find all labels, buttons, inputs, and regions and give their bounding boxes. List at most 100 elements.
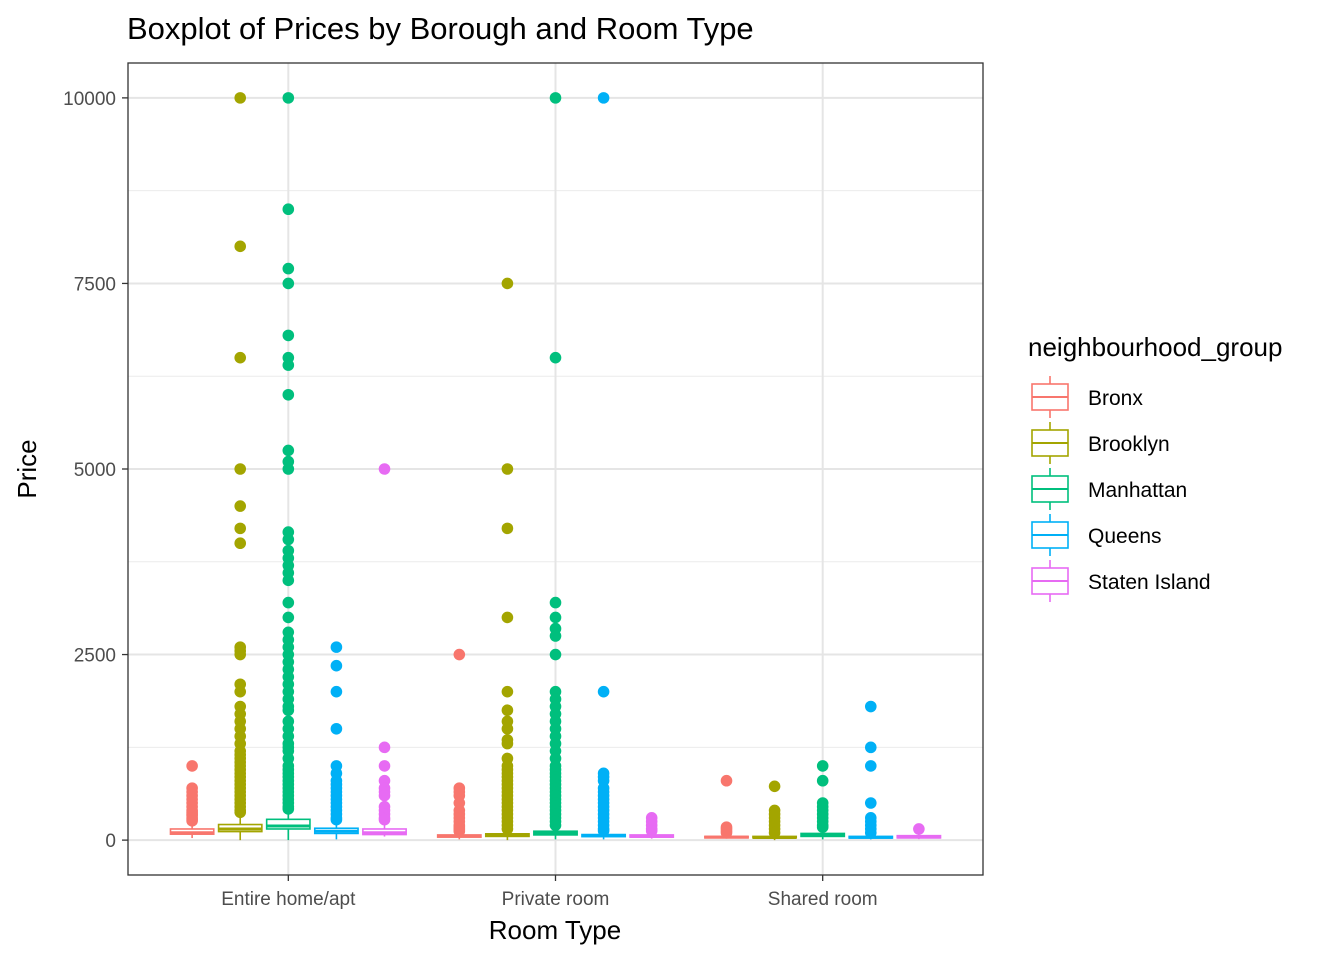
outlier-point bbox=[234, 500, 247, 512]
outlier-point bbox=[378, 813, 391, 826]
box bbox=[704, 774, 749, 839]
outlier-point bbox=[501, 277, 514, 290]
box bbox=[484, 277, 530, 841]
outlier-point bbox=[501, 737, 514, 750]
y-tick-label: 2500 bbox=[74, 646, 116, 667]
outlier-point bbox=[186, 815, 198, 827]
outlier-point bbox=[234, 522, 247, 535]
outlier-point bbox=[234, 463, 247, 475]
box bbox=[581, 92, 627, 840]
outlier-point bbox=[501, 704, 514, 717]
outlier-point bbox=[864, 760, 877, 772]
outlier-point bbox=[330, 641, 343, 653]
outlier-point bbox=[234, 806, 247, 819]
outlier-point bbox=[378, 463, 391, 475]
box bbox=[265, 92, 311, 841]
outlier-point bbox=[501, 522, 514, 535]
boxes bbox=[169, 92, 942, 841]
outlier-point bbox=[720, 774, 733, 787]
y-axis-title: Price bbox=[12, 439, 42, 498]
outlier-point bbox=[720, 826, 733, 839]
legend-title: neighbourhood_group bbox=[1028, 332, 1282, 362]
outlier-point bbox=[501, 463, 514, 475]
box bbox=[169, 760, 215, 839]
outlier-point bbox=[549, 596, 562, 609]
x-tick-label: Shared room bbox=[768, 889, 878, 910]
outlier-point bbox=[816, 821, 829, 833]
outlier-point bbox=[501, 685, 514, 698]
outlier-point bbox=[645, 825, 658, 837]
outlier-point bbox=[864, 700, 877, 713]
outlier-point bbox=[549, 648, 562, 661]
outlier-point bbox=[282, 277, 295, 290]
outlier-point bbox=[330, 659, 343, 672]
outlier-point bbox=[282, 359, 295, 371]
outlier-point bbox=[816, 774, 829, 787]
legend-item: Staten Island bbox=[1031, 560, 1211, 602]
box bbox=[629, 812, 675, 839]
outlier-point bbox=[378, 741, 391, 754]
x-tick-label: Private room bbox=[502, 889, 610, 910]
y-tick-label: 5000 bbox=[74, 460, 116, 481]
outlier-point bbox=[453, 825, 466, 838]
box bbox=[217, 92, 263, 841]
outlier-point bbox=[234, 685, 247, 698]
legend: neighbourhood_group Bronx Brooklyn Manhatt… bbox=[1028, 332, 1282, 602]
box bbox=[436, 648, 482, 840]
outlier-point bbox=[501, 611, 514, 624]
outlier-point bbox=[549, 611, 562, 624]
legend-label: Queens bbox=[1088, 525, 1162, 548]
y-tick-label: 7500 bbox=[74, 274, 116, 295]
legend-label: Bronx bbox=[1088, 387, 1143, 410]
outlier-point bbox=[549, 819, 562, 832]
legend-item: Brooklyn bbox=[1031, 422, 1170, 464]
legend-label: Brooklyn bbox=[1088, 433, 1170, 456]
box bbox=[800, 760, 846, 840]
outlier-point bbox=[234, 240, 247, 253]
box bbox=[533, 92, 578, 840]
outlier-point bbox=[549, 351, 562, 364]
outlier-point bbox=[282, 444, 295, 457]
outlier-point bbox=[913, 823, 925, 835]
y-tick-label: 0 bbox=[105, 831, 116, 852]
legend-item: Bronx bbox=[1031, 376, 1143, 418]
outlier-point bbox=[549, 630, 562, 642]
outlier-point bbox=[330, 813, 343, 826]
outlier-point bbox=[597, 685, 610, 698]
outlier-point bbox=[282, 533, 295, 546]
outlier-point bbox=[768, 780, 781, 793]
chart-title: Boxplot of Prices by Borough and Room Ty… bbox=[127, 11, 754, 46]
outlier-point bbox=[282, 92, 295, 104]
box bbox=[896, 823, 942, 840]
outlier-point bbox=[282, 388, 295, 401]
outlier-point bbox=[186, 760, 198, 772]
box bbox=[752, 780, 798, 841]
outlier-point bbox=[282, 463, 295, 475]
box bbox=[848, 700, 894, 840]
outlier-point bbox=[234, 351, 247, 364]
box bbox=[362, 463, 407, 837]
outlier-point bbox=[864, 741, 877, 754]
outlier-point bbox=[549, 92, 562, 104]
legend-item: Manhattan bbox=[1031, 468, 1187, 510]
outlier-point bbox=[597, 825, 610, 837]
outlier-point bbox=[378, 760, 391, 772]
outlier-point bbox=[282, 203, 295, 216]
outlier-point bbox=[768, 826, 781, 839]
x-tick-label: Entire home/apt bbox=[221, 889, 356, 910]
outlier-point bbox=[378, 789, 391, 802]
y-axis: 0 2500 5000 7500 10000 bbox=[63, 89, 128, 852]
y-tick-label: 10000 bbox=[63, 89, 116, 110]
outlier-point bbox=[282, 262, 295, 275]
outlier-point bbox=[597, 92, 610, 104]
x-axis-title: Room Type bbox=[489, 915, 621, 945]
outlier-point bbox=[282, 803, 295, 815]
outlier-point bbox=[282, 611, 295, 624]
outlier-point bbox=[864, 826, 877, 839]
outlier-point bbox=[330, 685, 343, 698]
outlier-point bbox=[282, 329, 295, 342]
box bbox=[313, 641, 359, 840]
outlier-point bbox=[330, 722, 343, 735]
outlier-point bbox=[282, 596, 295, 609]
